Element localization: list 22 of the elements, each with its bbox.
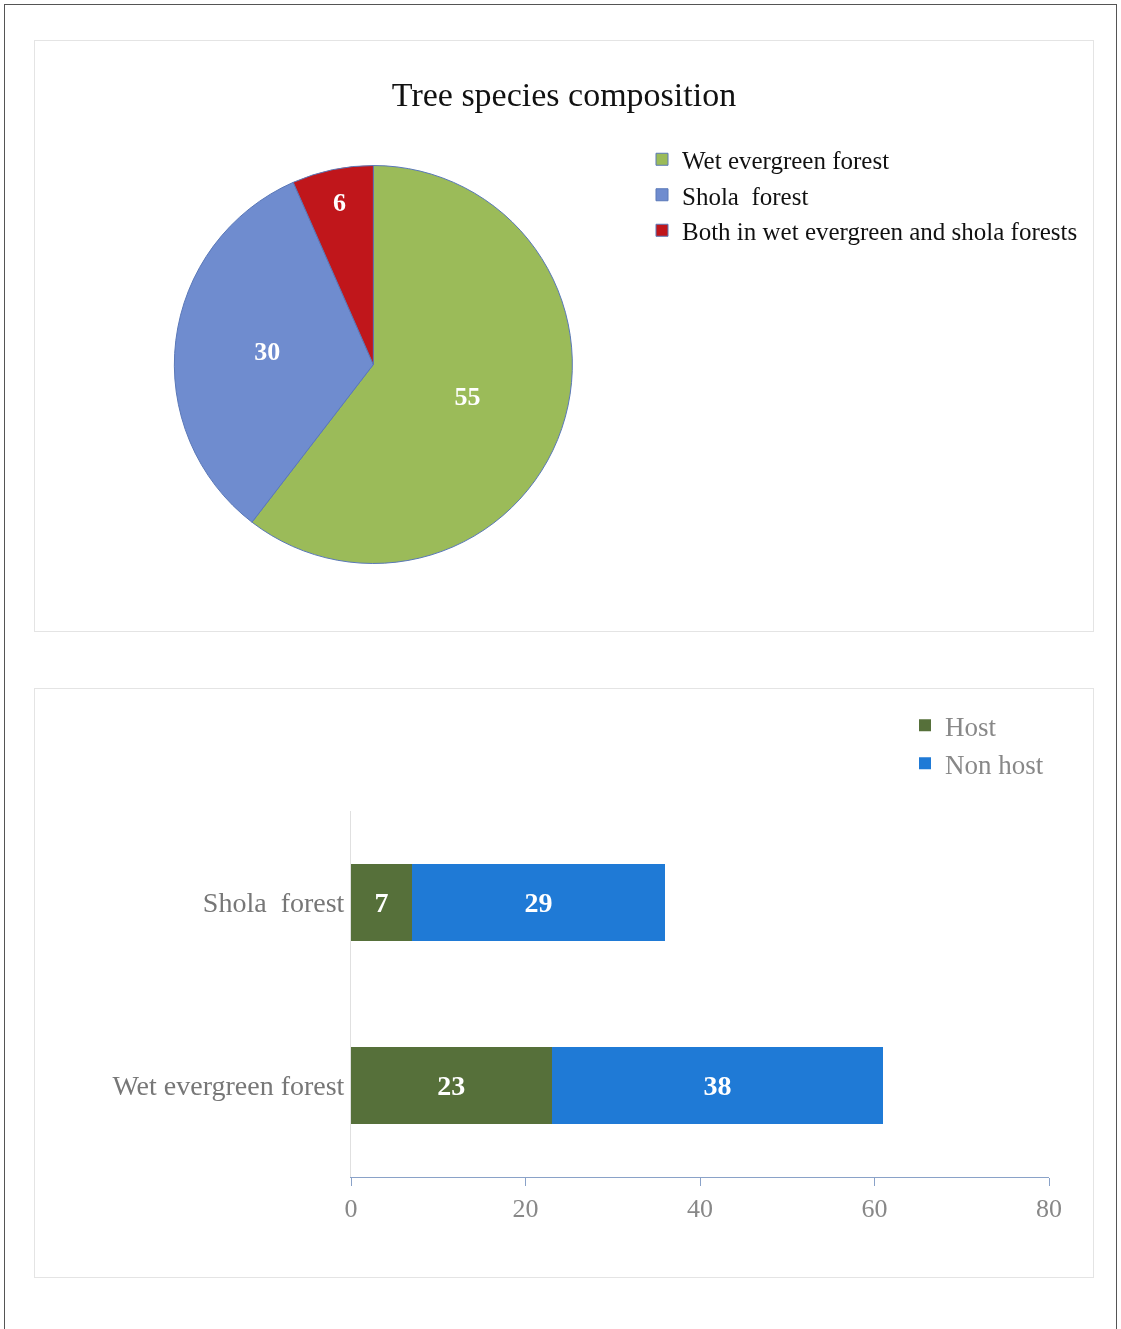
bar xyxy=(351,864,413,941)
x-tick-label: 40 xyxy=(687,1194,713,1224)
legend-label: Wet evergreen forest xyxy=(682,147,890,174)
chart-title: Tree species composition xyxy=(391,76,737,114)
data-label: 23 xyxy=(437,1070,466,1101)
data-label: 29 xyxy=(524,887,553,918)
x-tick-label: 60 xyxy=(861,1194,888,1224)
bar xyxy=(412,864,666,941)
data-label: 7 xyxy=(374,887,389,918)
x-tick-label: 0 xyxy=(344,1194,358,1224)
legend-label: Shola forest xyxy=(682,182,809,210)
data-label: 6 xyxy=(332,188,346,218)
x-tick-label: 20 xyxy=(512,1194,539,1224)
data-label: 30 xyxy=(254,337,281,367)
legend-label: Non host xyxy=(945,749,1044,780)
legend-label: Host xyxy=(945,711,997,742)
data-label: 55 xyxy=(454,382,481,412)
x-tick-label: 80 xyxy=(1036,1194,1062,1224)
bar xyxy=(351,1047,552,1124)
legend-label: Both in wet evergreen and shola forests xyxy=(682,218,1078,245)
bar xyxy=(551,1047,884,1124)
data-label: 38 xyxy=(703,1070,732,1101)
